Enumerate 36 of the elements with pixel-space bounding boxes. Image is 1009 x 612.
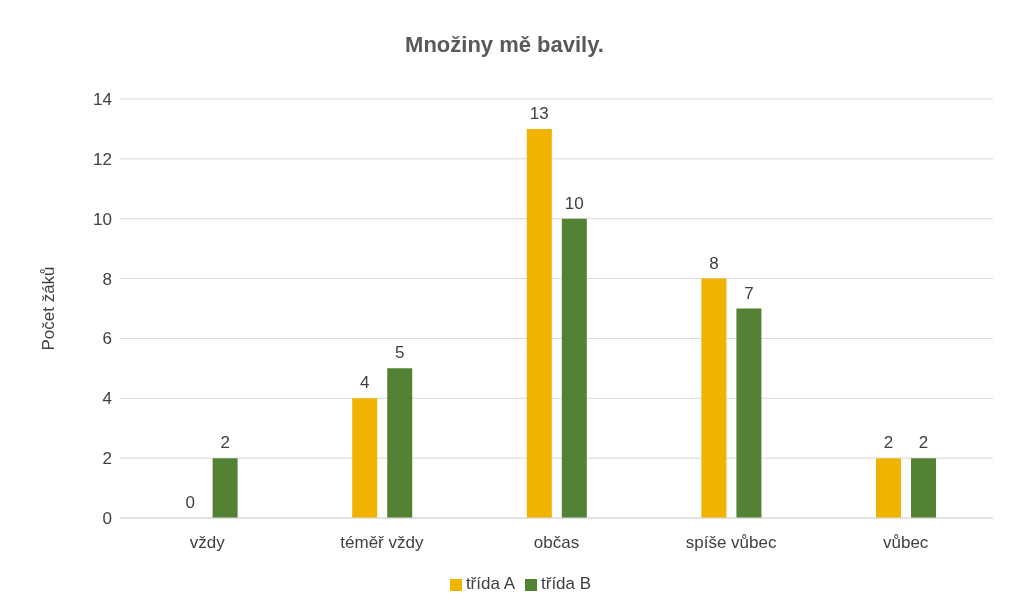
bar [526, 128, 552, 518]
y-tick-label: 14 [93, 90, 112, 110]
y-axis-title: Počet žáků [39, 266, 59, 351]
legend-label: třída A [465, 574, 516, 593]
x-tick-label: téměř vždy [340, 533, 424, 553]
data-label: 5 [394, 343, 405, 363]
bar [561, 218, 587, 518]
data-label: 7 [744, 283, 754, 303]
x-tick-label: spíše vůbec [685, 533, 777, 553]
y-tick-label: 8 [102, 269, 112, 289]
data-label: 13 [529, 103, 549, 123]
chart-title: Množiny mě bavily. [404, 32, 605, 58]
y-tick-label: 12 [93, 149, 112, 169]
legend-label: třída B [541, 574, 592, 593]
bar [701, 278, 727, 518]
bar [736, 308, 762, 518]
bar [911, 458, 937, 518]
x-tick-label: vůbec [883, 533, 929, 553]
bar [212, 458, 238, 518]
bar [876, 458, 902, 518]
bar [387, 368, 413, 518]
data-label: 2 [220, 433, 230, 453]
bar [352, 398, 378, 518]
data-label: 8 [709, 253, 719, 273]
data-label: 10 [564, 193, 584, 213]
y-tick-label: 10 [93, 209, 112, 229]
data-label: 4 [359, 373, 370, 393]
y-tick-label: 0 [102, 509, 112, 529]
x-tick-label: občas [533, 533, 580, 553]
x-tick-label: vždy [189, 533, 226, 553]
data-label: 2 [883, 433, 894, 453]
data-label: 2 [918, 433, 929, 453]
data-label: 0 [185, 492, 195, 512]
y-tick-label: 2 [102, 449, 112, 469]
y-tick-label: 6 [102, 329, 112, 349]
y-tick-label: 4 [102, 389, 112, 409]
